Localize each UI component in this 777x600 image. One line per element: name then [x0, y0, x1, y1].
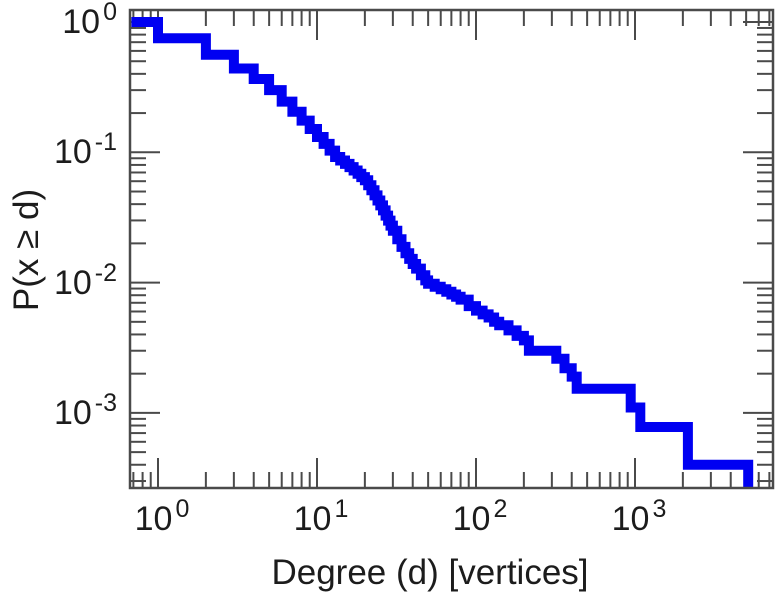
y-tick-label: 10 0: [0, 0, 117, 44]
tick-exponent: 3: [652, 495, 667, 523]
tick-exponent: 0: [103, 0, 117, 26]
tick-base: 10: [452, 500, 491, 538]
x-tick-label: 10 2: [410, 495, 550, 539]
tick-base: 10: [53, 263, 92, 302]
y-tick-label: 10 -2: [0, 258, 117, 305]
tick-exponent: 0: [175, 495, 190, 523]
tick-exponent: 2: [493, 495, 508, 523]
y-tick-label: 10 -3: [0, 388, 117, 435]
tick-exponent: 1: [334, 495, 349, 523]
tick-base: 10: [293, 500, 332, 538]
tick-exponent: -2: [94, 258, 117, 287]
x-axis-title: Degree (d) [vertices]: [271, 553, 589, 592]
tick-base: 10: [53, 393, 92, 432]
x-tick-label: 10 0: [92, 495, 232, 539]
tick-base: 10: [611, 500, 650, 538]
tick-exponent: -3: [94, 388, 117, 417]
x-tick-label: 10 1: [251, 495, 391, 539]
ccdf-step-curve: [131, 17, 754, 488]
plot-border: [128, 8, 775, 490]
tick-base: 10: [134, 500, 173, 538]
x-tick-label: 10 3: [569, 495, 709, 539]
tick-base: 10: [62, 3, 101, 41]
tick-exponent: -1: [94, 128, 117, 157]
tick-base: 10: [53, 133, 92, 172]
tick-marks: [130, 10, 773, 488]
y-tick-label: 10 -1: [0, 128, 117, 174]
